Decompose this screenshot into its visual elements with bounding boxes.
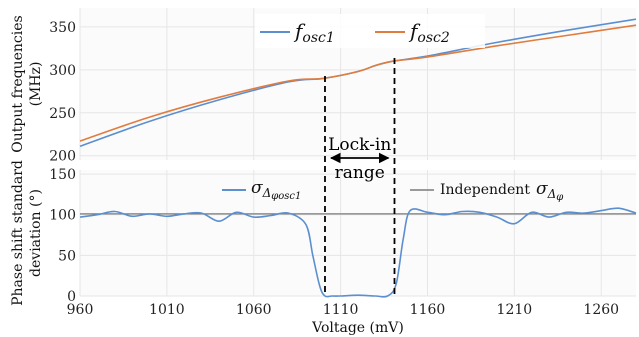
- bottom-ytick-label: 100: [49, 208, 76, 224]
- lock-in-label: Lock-in: [328, 135, 391, 155]
- bottom-legend-independent: Independent σΔφ: [410, 179, 563, 203]
- top-ylabel-line2: (MHz): [28, 62, 44, 107]
- top-y-ticks: 200 250 300 350: [49, 20, 76, 165]
- bottom-y-ticks: 0 50 100 150: [49, 167, 76, 305]
- x-axis-label: Voltage (mV): [311, 320, 404, 336]
- top-legend: fosc1 fosc2: [255, 14, 485, 48]
- bottom-ytick-label: 150: [49, 167, 76, 183]
- series-line-fosc2: [79, 24, 637, 142]
- series-line-sigma-osc1: [79, 207, 637, 298]
- legend-label-independent: Independent σΔφ: [440, 179, 563, 203]
- xtick-label: 1210: [497, 302, 533, 318]
- bottom-ylabel-line1: Phase shift standard: [10, 160, 26, 306]
- top-ytick-label: 300: [49, 63, 76, 79]
- top-ytick-label: 200: [49, 149, 76, 165]
- range-label: range: [335, 163, 385, 183]
- bottom-ytick-label: 50: [58, 248, 76, 264]
- xtick-label: 1060: [236, 302, 272, 318]
- xtick-label: 1260: [583, 302, 619, 318]
- xtick-label: 1160: [410, 302, 446, 318]
- legend-sigma-subsub: φosc1: [271, 191, 301, 202]
- top-ylabel-line1: Output frequencies: [10, 15, 26, 152]
- legend-sigma-main: σ: [251, 178, 263, 198]
- legend-fosc1-sub: osc1: [302, 30, 334, 46]
- x-ticks: 960 1010 1060 1110 1160 1210 1260: [67, 302, 619, 318]
- legend-fosc2-sub: osc2: [417, 30, 449, 46]
- bottom-legend-sigma-osc1: σΔφosc1: [222, 178, 301, 202]
- top-legend-box: [255, 14, 485, 48]
- legend-sigma-sub: Δ: [262, 186, 272, 200]
- xtick-label: 1110: [323, 302, 359, 318]
- legend-label-sigma-osc1: σΔφosc1: [251, 178, 301, 202]
- bottom-panel-background: [80, 170, 636, 296]
- xtick-label: 960: [67, 302, 94, 318]
- bottom-ytick-label: 0: [67, 289, 76, 305]
- top-ytick-label: 250: [49, 106, 76, 122]
- bottom-ylabel-line2: deviation (°): [28, 189, 44, 277]
- xtick-label: 1010: [149, 302, 185, 318]
- legend-independent-main: σ: [536, 179, 548, 199]
- legend-independent-prefix: Independent: [440, 182, 530, 198]
- legend-independent-subsub: φ: [556, 192, 563, 203]
- legend-independent-sub: Δ: [547, 187, 557, 201]
- top-ytick-label: 350: [49, 20, 76, 36]
